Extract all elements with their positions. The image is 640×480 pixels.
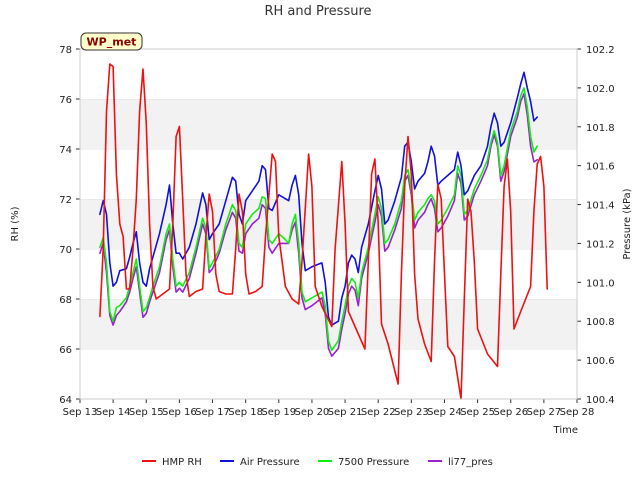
y2-tick-label: 101.4 bbox=[586, 201, 615, 212]
y2-tick-label: 100.8 bbox=[586, 317, 615, 328]
plot-frame bbox=[79, 48, 578, 400]
grid-band bbox=[80, 49, 577, 99]
y2-tick-label: 102.2 bbox=[586, 45, 615, 56]
series-line-air-pressure bbox=[99, 71, 539, 326]
badge-box bbox=[80, 32, 143, 51]
grid-band bbox=[80, 99, 577, 149]
badge: WP_met bbox=[80, 32, 143, 51]
series-line-7500-pressure bbox=[99, 87, 539, 352]
y2-tick-label: 101.2 bbox=[586, 239, 615, 250]
y2-tick-label: 100.6 bbox=[586, 356, 615, 367]
legend-item: Air Pressure bbox=[220, 457, 300, 468]
x-tick-label: Sep 28 bbox=[560, 407, 595, 418]
grid-band bbox=[80, 199, 577, 249]
chart-title: RH and Pressure bbox=[264, 4, 371, 19]
y-axis-title: RH (%) bbox=[10, 206, 21, 241]
y-tick-label: 72 bbox=[59, 195, 72, 206]
x-tick-label: Sep 18 bbox=[228, 407, 263, 418]
y-tick-label: 70 bbox=[59, 245, 72, 256]
y2-axis-title: Pressure (kPa) bbox=[622, 188, 633, 259]
x-axis-title: Time bbox=[553, 425, 578, 436]
legend-label: Air Pressure bbox=[240, 457, 300, 468]
x-tick-label: Sep 27 bbox=[526, 407, 561, 418]
x-tick-label: Sep 20 bbox=[295, 407, 330, 418]
x-tick-label: Sep 22 bbox=[361, 407, 396, 418]
y-axis-left: 64 66 68 70 72 74 76 78 bbox=[59, 45, 80, 406]
y2-tick-label: 101.8 bbox=[586, 123, 615, 134]
y-tick-label: 64 bbox=[59, 395, 72, 406]
legend-item: HMP RH bbox=[142, 457, 202, 468]
badge-label: WP_met bbox=[87, 36, 137, 49]
series-lines bbox=[99, 63, 549, 400]
x-tick-label: Sep 21 bbox=[328, 407, 363, 418]
y-tick-label: 78 bbox=[59, 45, 72, 56]
grid-band bbox=[80, 349, 577, 399]
legend: HMP RH Air Pressure 7500 Pressure li77_pres bbox=[142, 457, 493, 468]
legend-item: li77_pres bbox=[428, 457, 493, 468]
y-tick-label: 76 bbox=[59, 95, 72, 106]
x-tick-label: Sep 14 bbox=[96, 407, 131, 418]
series-line-hmp-rh bbox=[99, 63, 549, 400]
x-tick-label: Sep 13 bbox=[63, 407, 98, 418]
y-tick-label: 68 bbox=[59, 295, 72, 306]
y-tick-label: 66 bbox=[59, 345, 72, 356]
legend-label: 7500 Pressure bbox=[338, 457, 409, 468]
legend-label: HMP RH bbox=[162, 457, 202, 468]
y-axis-right: 100.4 100.6 100.8 101.0 101.2 101.4 101.6 101.8… bbox=[577, 45, 615, 406]
x-tick-label: Sep 16 bbox=[162, 407, 197, 418]
legend-label: li77_pres bbox=[448, 457, 493, 468]
x-tick-label: Sep 24 bbox=[427, 407, 462, 418]
x-tick-label: Sep 26 bbox=[493, 407, 528, 418]
y2-tick-label: 102.0 bbox=[586, 84, 615, 95]
x-tick-label: Sep 23 bbox=[394, 407, 429, 418]
x-tick-label: Sep 15 bbox=[129, 407, 164, 418]
x-tick-label: Sep 19 bbox=[261, 407, 296, 418]
grid-band bbox=[80, 149, 577, 199]
background-bands bbox=[80, 48, 577, 399]
legend-item: 7500 Pressure bbox=[318, 457, 409, 468]
y2-tick-label: 101.0 bbox=[586, 278, 615, 289]
x-tick-label: Sep 25 bbox=[460, 407, 495, 418]
y2-tick-label: 100.4 bbox=[586, 395, 615, 406]
y2-tick-label: 101.6 bbox=[586, 162, 615, 173]
y-tick-label: 74 bbox=[59, 145, 72, 156]
x-tick-label: Sep 17 bbox=[195, 407, 230, 418]
